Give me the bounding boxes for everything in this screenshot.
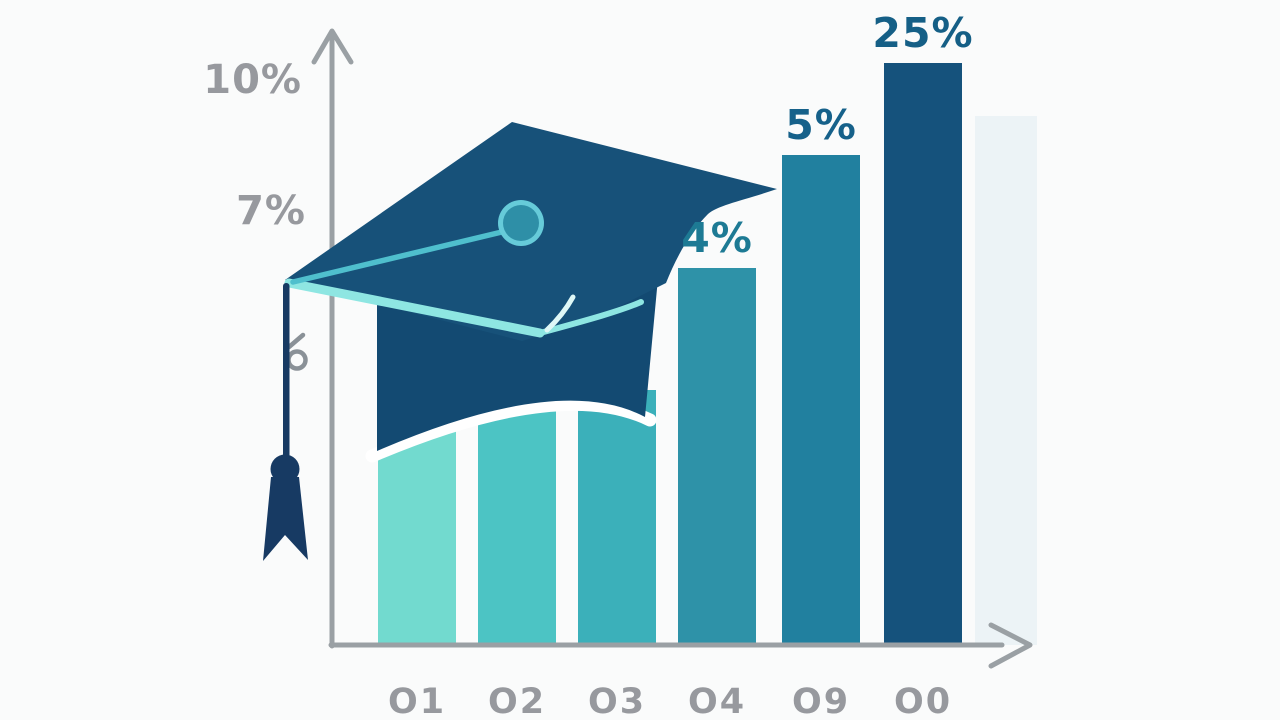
board-highlight-curl bbox=[544, 294, 576, 333]
x-tick-O2: O2 bbox=[488, 682, 546, 720]
bar-O0 bbox=[884, 63, 962, 646]
x-tick-O4: O4 bbox=[688, 682, 746, 720]
axes bbox=[311, 28, 1033, 669]
value-label-O9: 5% bbox=[785, 101, 857, 149]
bar-O9 bbox=[782, 155, 860, 646]
y-tick-7: 7% bbox=[236, 188, 306, 234]
board-highlight bbox=[284, 278, 644, 338]
x-tick-O9: O9 bbox=[792, 682, 850, 720]
tassel bbox=[263, 283, 308, 561]
value-label-O0: 25% bbox=[872, 9, 973, 57]
x-tick-O3: O3 bbox=[588, 682, 646, 720]
tassel-cord-top bbox=[290, 228, 509, 285]
graduation-cap-icon bbox=[263, 122, 777, 561]
y-axis-arrow-icon bbox=[311, 28, 354, 65]
y-tick-10: 10% bbox=[203, 57, 302, 103]
cap-button bbox=[503, 205, 539, 241]
value-label-O4: 4% bbox=[681, 214, 753, 262]
side-shadow-panel bbox=[975, 116, 1037, 645]
bar-O2 bbox=[478, 390, 556, 646]
value-labels-layer: 4% 5% 25% bbox=[681, 9, 973, 262]
x-tick-O1: O1 bbox=[388, 682, 446, 720]
x-ticks-layer: O1 O2 O3 O4 O9 O0 bbox=[388, 682, 952, 720]
x-tick-O0: O0 bbox=[894, 682, 952, 720]
y-ticks-layer: 10% 7% bbox=[203, 57, 306, 234]
bar-O4 bbox=[678, 268, 756, 646]
x-axis-arrow-icon bbox=[988, 622, 1033, 669]
arch-gap bbox=[365, 397, 657, 463]
bar-O3 bbox=[578, 390, 656, 646]
